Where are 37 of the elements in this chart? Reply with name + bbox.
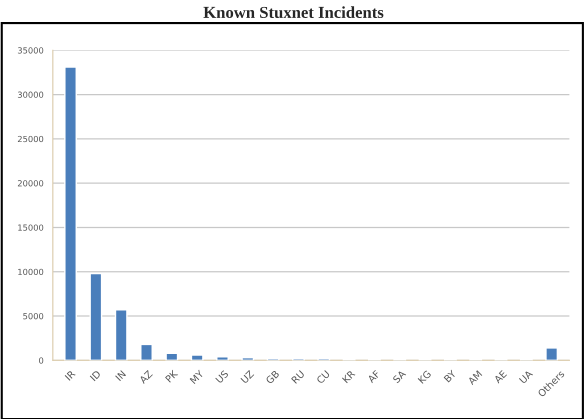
bar bbox=[114, 309, 128, 360]
y-tick-label: 20000 bbox=[18, 180, 44, 186]
x-tick-label: UA bbox=[518, 370, 534, 384]
x-tick-label: MY bbox=[190, 370, 204, 384]
y-tick-label: 5000 bbox=[23, 313, 44, 320]
bar bbox=[216, 356, 229, 360]
x-tick-label: KG bbox=[418, 370, 432, 384]
bar bbox=[140, 344, 153, 360]
x-tick-label: UZ bbox=[240, 370, 254, 384]
bar bbox=[241, 356, 254, 360]
x-tick-label: AZ bbox=[138, 370, 153, 384]
x-tick-label: US bbox=[215, 370, 229, 384]
bar bbox=[545, 347, 558, 360]
y-tick-label: 35000 bbox=[18, 47, 44, 54]
x-tick-label: IR bbox=[64, 370, 76, 381]
bar bbox=[64, 66, 77, 360]
x-tick-label: SA bbox=[392, 370, 406, 384]
x-tick-label: PK bbox=[165, 369, 178, 383]
y-tick-label: 10000 bbox=[18, 268, 44, 276]
x-tick-label: AE bbox=[493, 370, 507, 384]
bar bbox=[190, 354, 204, 360]
y-tick-label: 15000 bbox=[18, 224, 44, 231]
y-tick-label: 25000 bbox=[18, 136, 44, 142]
bar bbox=[165, 352, 178, 360]
x-tick-label: GB bbox=[265, 370, 280, 384]
bar bbox=[89, 272, 102, 360]
y-tick-label: 30000 bbox=[18, 92, 44, 98]
y-tick-label: 0 bbox=[39, 357, 44, 364]
x-tick-label: AM bbox=[467, 370, 482, 386]
x-tick-label: AF bbox=[367, 370, 380, 384]
chart-title: Known Stuxnet Incidents bbox=[203, 6, 384, 18]
x-tick-label: KR bbox=[342, 370, 356, 384]
x-tick-label: BY bbox=[444, 370, 457, 382]
x-tick-label: RU bbox=[291, 370, 305, 384]
x-tick-label: CU bbox=[316, 370, 330, 384]
x-tick-label: ID bbox=[90, 370, 102, 382]
x-tick-label: IN bbox=[115, 370, 126, 382]
